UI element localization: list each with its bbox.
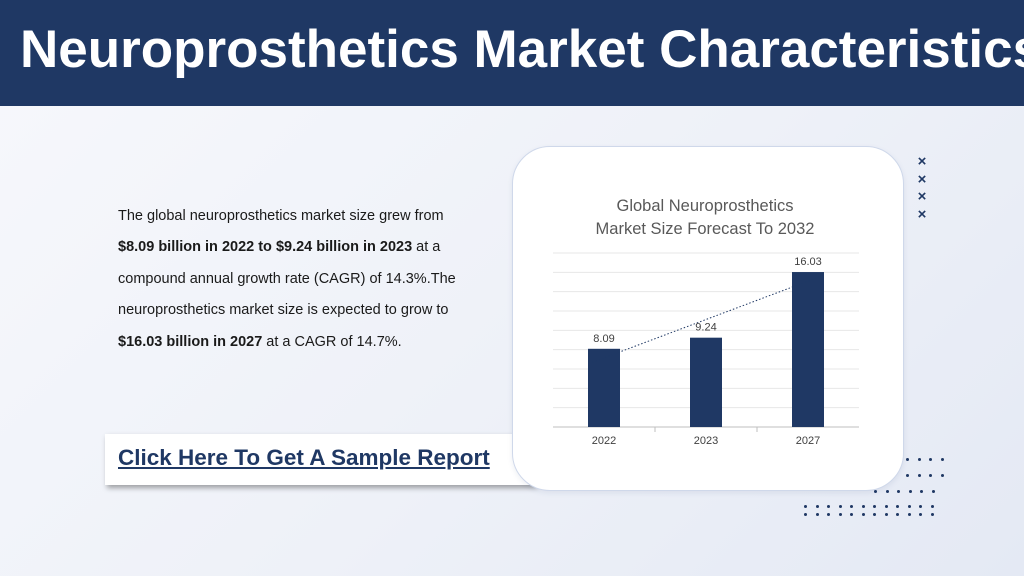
trendline	[591, 276, 821, 363]
desc-text-1: The global neuroprosthetics market size …	[118, 208, 444, 224]
dot	[907, 505, 911, 508]
dot	[908, 490, 912, 493]
dot	[907, 513, 911, 516]
dot	[917, 458, 921, 461]
dot	[919, 513, 922, 516]
x-mark-icon: ×	[917, 170, 927, 188]
dot	[804, 505, 807, 508]
desc-text-3: at a CAGR of 14.7%.	[262, 333, 402, 350]
dot	[850, 513, 853, 516]
dot	[929, 474, 932, 477]
dot	[906, 458, 909, 461]
desc-text-2: at a compound annual growth rate (CAGR) …	[118, 239, 456, 319]
chart-title-line-1: Global Neuroprosthetics	[616, 197, 793, 215]
dot	[906, 474, 909, 477]
desc-bold-1: $8.09 billion in 2022 to $9.24 billion i…	[118, 239, 413, 256]
dot	[919, 505, 922, 508]
dot	[920, 490, 923, 493]
data-label: 8.09	[593, 333, 614, 345]
dot	[896, 505, 899, 508]
bar-2027	[792, 272, 824, 427]
dot	[940, 474, 944, 477]
bar-chart: Global Neuroprosthetics Market Size Fore…	[553, 197, 859, 447]
dot	[838, 513, 842, 516]
x-mark-icon: ×	[917, 188, 927, 205]
dot	[884, 513, 888, 516]
x-tick-label: 2027	[796, 435, 820, 447]
sample-report-link[interactable]: Click Here To Get A Sample Report	[118, 445, 490, 470]
market-description: The global neuroprosthetics market size …	[118, 201, 468, 358]
bar-2023	[690, 337, 722, 427]
dot	[917, 474, 921, 477]
chart-card: Global Neuroprosthetics Market Size Fore…	[512, 146, 904, 491]
dot	[929, 458, 932, 461]
dot	[884, 505, 888, 508]
sample-report-box[interactable]: Click Here To Get A Sample Report	[105, 434, 535, 485]
page-title: Neuroprosthetics Market Characteristics:	[20, 20, 1024, 79]
dot	[861, 505, 865, 508]
dot	[804, 513, 807, 516]
title-banner: Neuroprosthetics Market Characteristics:	[0, 0, 1024, 106]
desc-bold-2: $16.03 billion in 2027	[118, 333, 263, 350]
x-marks-decoration: × × × ×	[914, 153, 930, 223]
dot	[874, 490, 877, 493]
dot	[931, 490, 935, 493]
x-mark-icon: ×	[917, 205, 927, 223]
dot	[873, 505, 876, 508]
dot	[897, 490, 900, 493]
dot	[827, 505, 830, 508]
chart-title-line-2: Market Size Forecast To 2032	[596, 220, 815, 238]
dot	[861, 513, 865, 516]
dot	[827, 513, 830, 516]
x-mark-icon: ×	[917, 153, 927, 170]
dot	[815, 513, 819, 516]
dot	[873, 513, 876, 516]
x-tick-label: 2022	[592, 435, 616, 447]
dot	[930, 505, 934, 508]
bar-2022	[588, 348, 620, 427]
dot	[850, 505, 853, 508]
dot	[815, 505, 819, 508]
dot	[930, 513, 934, 516]
dot	[838, 505, 842, 508]
dot	[940, 458, 944, 461]
dot	[896, 513, 899, 516]
data-label: 9.24	[695, 322, 716, 334]
data-label: 16.03	[794, 256, 822, 268]
x-tick-label: 2023	[694, 435, 718, 447]
dot	[885, 490, 889, 493]
